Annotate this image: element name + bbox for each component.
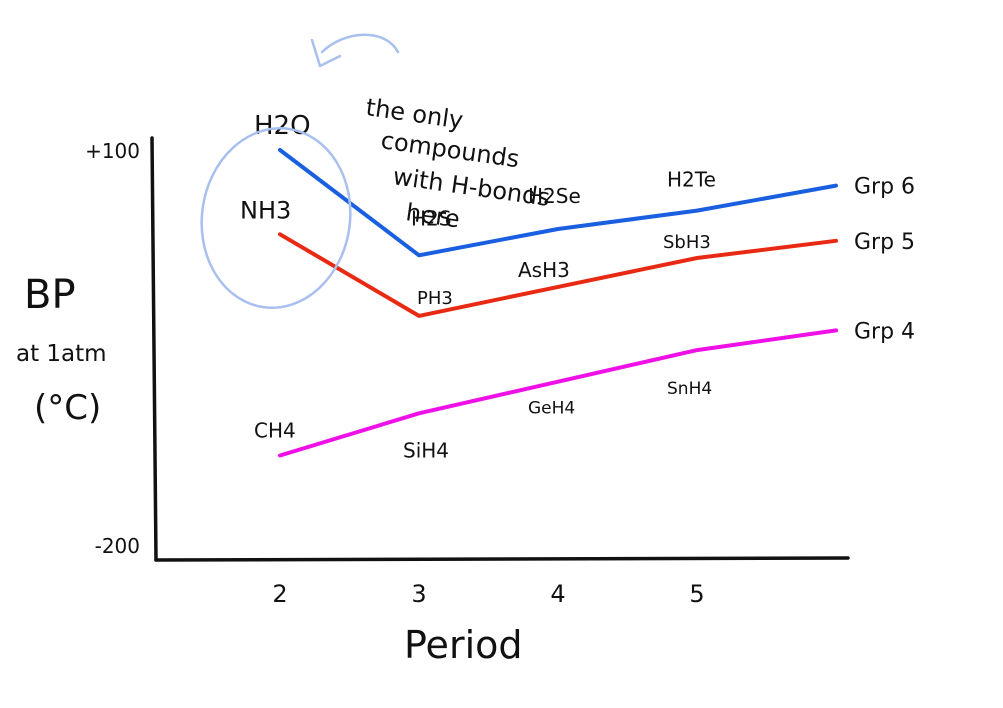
- y-axis-label-line1: BP: [24, 272, 76, 318]
- annotation-arrow: [320, 33, 400, 54]
- y-tick-label: -200: [95, 534, 140, 558]
- x-tick-label: 2: [272, 580, 287, 608]
- point-label: SiH4: [403, 438, 449, 462]
- y-tick-labels: +100 -200: [85, 139, 140, 558]
- point-label: GeH4: [528, 399, 575, 419]
- series-name-label: Grp 5: [854, 230, 915, 255]
- series-name-label: Grp 4: [854, 319, 915, 344]
- x-tick-label: 5: [689, 580, 704, 608]
- series-line: [278, 148, 838, 258]
- y-axis-label-line3: (°C): [34, 388, 101, 428]
- point-label: H2S: [411, 206, 451, 230]
- point-label: CH4: [254, 418, 296, 442]
- point-label: H2O: [254, 111, 311, 141]
- annotation-arrowhead: [310, 38, 342, 68]
- point-label: SnH4: [667, 379, 712, 399]
- point-labels: H2O H2S H2Se H2Te NH3 PH3 AsH3 SbH3 CH4 SiH4 GeH4 S…: [240, 111, 716, 462]
- series-line: [278, 232, 838, 318]
- x-tick-label: 3: [411, 580, 426, 608]
- series-lines: [278, 148, 838, 458]
- point-label: H2Te: [667, 168, 716, 192]
- series-name-label: Grp 6: [854, 175, 915, 200]
- x-axis-label: Period: [404, 623, 523, 667]
- y-tick-label: +100: [85, 139, 140, 163]
- annotation-line: the only: [364, 93, 465, 134]
- point-label: AsH3: [518, 258, 570, 282]
- point-label: NH3: [240, 196, 291, 224]
- x-tick-labels: 2 3 4 5: [272, 580, 704, 608]
- series-line: [278, 328, 838, 458]
- x-tick-label: 4: [550, 580, 565, 608]
- y-axis: [150, 136, 158, 562]
- y-axis-label-line2: at 1atm: [16, 341, 107, 367]
- x-axis: [154, 556, 850, 562]
- point-label: H2Se: [528, 184, 581, 208]
- series-names: Grp 6 Grp 5 Grp 4: [854, 175, 915, 345]
- point-label: SbH3: [663, 232, 711, 253]
- point-label: PH3: [417, 288, 453, 309]
- h-bond-circle: [200, 127, 352, 309]
